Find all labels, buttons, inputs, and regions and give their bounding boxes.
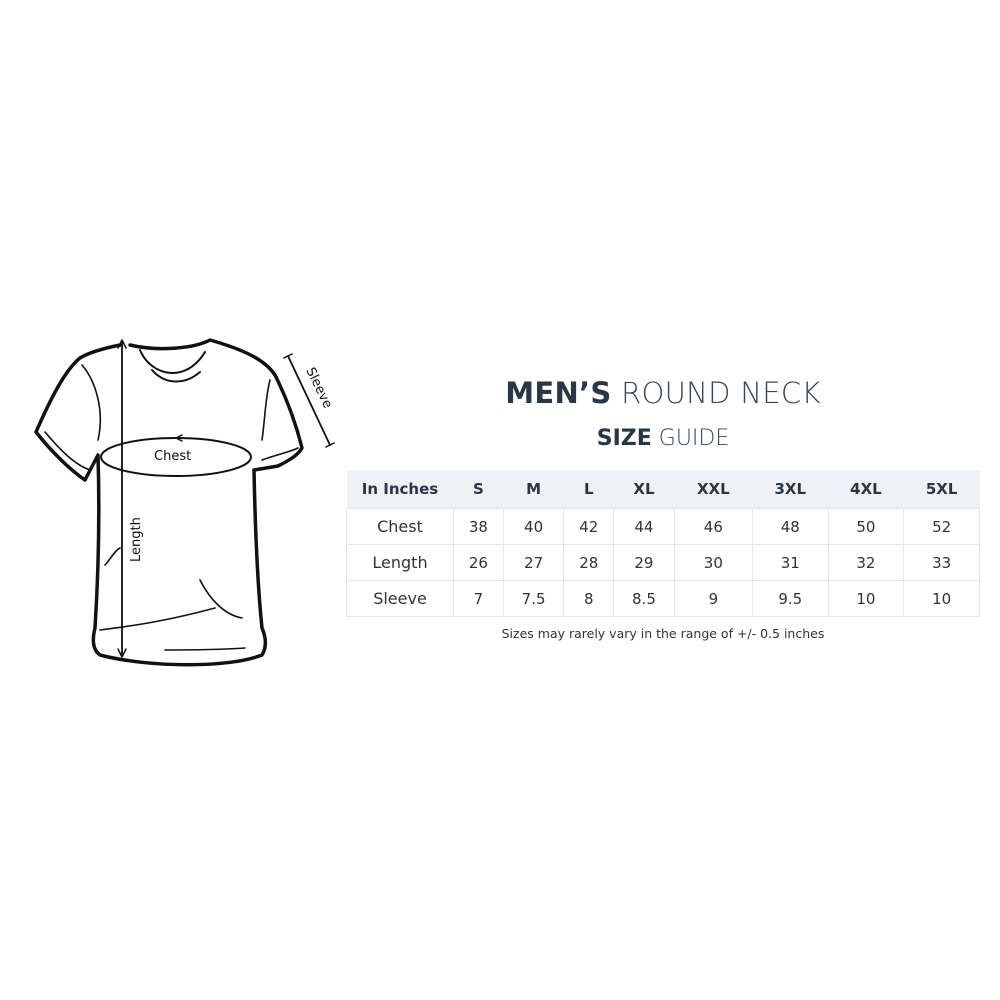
collar — [139, 349, 206, 383]
sleeve-label: Sleeve — [302, 365, 335, 411]
length-label: Length — [129, 517, 144, 562]
column-header: 5XL — [903, 470, 980, 509]
table-cell: 46 — [673, 508, 753, 545]
table-cell: 30 — [673, 544, 753, 581]
size-note: Sizes may rarely vary in the range of +/… — [501, 626, 825, 641]
tshirt-diagram: Chest Length Sleeve — [34, 338, 335, 667]
table-cell: 32 — [827, 544, 905, 581]
column-header: 3XL — [752, 470, 829, 509]
chest-arrow-icon — [175, 434, 183, 442]
column-header: S — [453, 470, 504, 509]
table-cell: 8 — [563, 580, 615, 617]
table-cell: 52 — [903, 508, 980, 545]
table-cell: 40 — [502, 508, 565, 545]
sleeve-ticks — [283, 353, 335, 448]
column-header: M — [503, 470, 564, 509]
column-header: In Inches — [346, 470, 454, 509]
table-cell: 26 — [453, 544, 504, 581]
page-title: MEN’S ROUND NECK — [505, 376, 821, 410]
table-cell: 44 — [613, 508, 675, 545]
table-cell: 9.5 — [751, 580, 829, 617]
column-header: XXL — [674, 470, 753, 509]
page-subtitle: SIZE GUIDE — [596, 426, 730, 451]
table-cell: 38 — [453, 508, 504, 545]
column-header: 4XL — [828, 470, 904, 509]
table-cell: 8.5 — [613, 580, 675, 617]
table-cell: 33 — [903, 544, 980, 581]
column-header: L — [563, 470, 614, 509]
table-cell: 7.5 — [502, 580, 565, 617]
table-cell: 7 — [453, 580, 504, 617]
table-cell: 50 — [827, 508, 905, 545]
sleeve-measure-line — [287, 355, 331, 446]
table-cell: 27 — [502, 544, 565, 581]
row-label: Sleeve — [346, 580, 454, 617]
table-row: Sleeve 7 7.5 8 8.5 9 9.5 10 10 — [346, 580, 980, 617]
table-cell: 31 — [751, 544, 829, 581]
chest-label: Chest — [154, 449, 191, 464]
column-header: XL — [613, 470, 675, 509]
table-cell: 42 — [563, 508, 615, 545]
size-table: In Inches S M L XL XXL 3XL 4XL 5XL Chest 38 40 42 44… — [346, 470, 980, 617]
shirt-outline — [34, 338, 304, 667]
table-cell: 9 — [673, 580, 753, 617]
row-label: Length — [346, 544, 454, 581]
table-cell: 28 — [563, 544, 615, 581]
table-header-row: In Inches S M L XL XXL 3XL 4XL 5XL — [346, 470, 980, 509]
length-arrow-icon — [117, 339, 127, 658]
folds — [44, 364, 299, 651]
table-cell: 29 — [613, 544, 675, 581]
table-row: Length 26 27 28 29 30 31 32 33 — [346, 544, 980, 581]
table-cell: 48 — [751, 508, 829, 545]
table-row: Chest 38 40 42 44 46 48 50 52 — [346, 508, 980, 545]
table-cell: 10 — [903, 580, 980, 617]
row-label: Chest — [346, 508, 454, 545]
table-cell: 10 — [827, 580, 905, 617]
